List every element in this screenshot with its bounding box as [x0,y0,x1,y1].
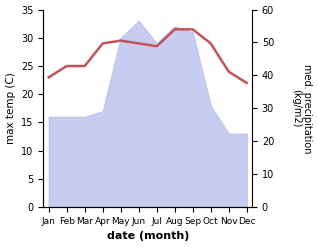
X-axis label: date (month): date (month) [107,231,189,242]
Y-axis label: max temp (C): max temp (C) [5,72,16,144]
Y-axis label: med. precipitation
(kg/m2): med. precipitation (kg/m2) [291,64,313,153]
